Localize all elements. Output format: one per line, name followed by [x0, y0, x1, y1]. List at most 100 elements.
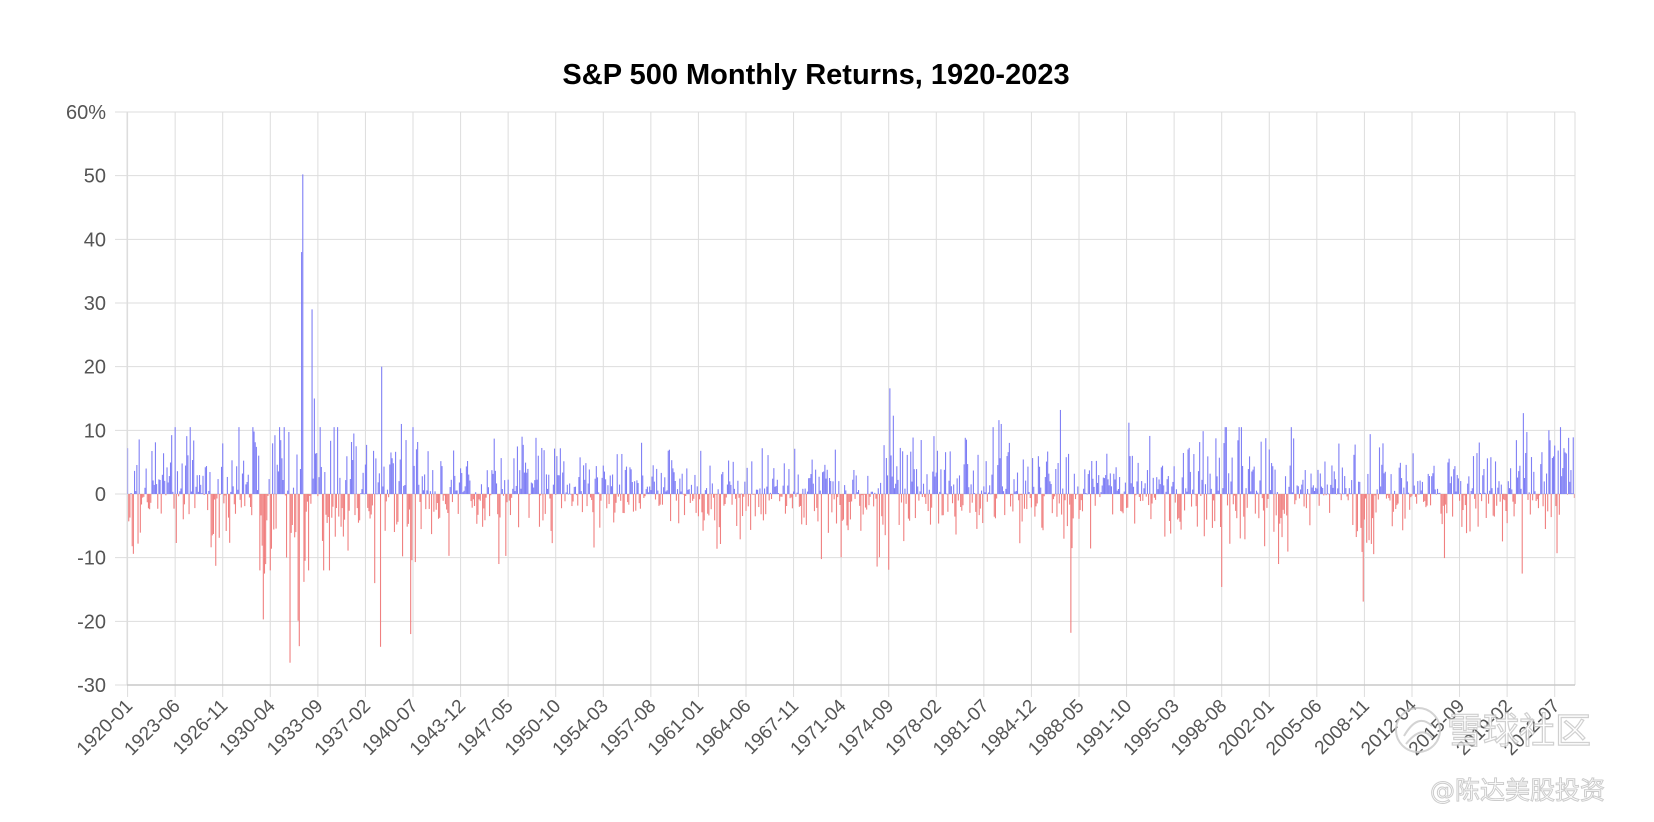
- return-bar: [1274, 469, 1276, 494]
- return-bar: [1290, 427, 1292, 494]
- return-bar: [1363, 494, 1365, 520]
- return-bar: [1012, 494, 1014, 512]
- return-bar: [1428, 476, 1430, 494]
- return-bar: [512, 488, 514, 494]
- return-bar: [270, 494, 272, 549]
- return-bar: [1573, 494, 1575, 499]
- return-bar: [811, 459, 813, 494]
- return-bar: [1127, 494, 1129, 508]
- return-bar: [479, 494, 481, 501]
- return-bar: [543, 450, 545, 494]
- return-bar: [1163, 485, 1165, 494]
- return-bar: [591, 494, 593, 501]
- return-bar: [536, 479, 538, 494]
- return-bar: [247, 474, 249, 494]
- return-bar: [1034, 494, 1036, 517]
- return-bar: [630, 469, 632, 494]
- return-bar: [777, 493, 780, 494]
- return-bar: [405, 440, 407, 494]
- return-bar: [904, 488, 906, 494]
- return-bar: [670, 494, 672, 522]
- return-bar: [542, 494, 544, 521]
- return-bar: [642, 475, 644, 494]
- return-bar: [1108, 485, 1110, 494]
- return-bar: [182, 494, 184, 520]
- return-bar: [828, 478, 831, 494]
- return-bar: [1222, 488, 1224, 494]
- return-bar: [1329, 494, 1331, 513]
- return-bar: [393, 494, 395, 533]
- bars: [127, 174, 1575, 663]
- return-bar: [596, 477, 599, 494]
- return-bar: [139, 494, 141, 533]
- return-bar: [1052, 494, 1055, 500]
- return-bar: [388, 494, 390, 498]
- return-bar: [776, 479, 778, 494]
- return-bar: [1289, 465, 1291, 494]
- return-bar: [1438, 493, 1440, 494]
- return-bar: [1015, 490, 1017, 494]
- return-bar: [699, 494, 701, 500]
- return-bar: [880, 482, 882, 494]
- return-bar: [1351, 480, 1353, 494]
- return-bar: [1395, 494, 1397, 510]
- return-bar: [840, 494, 842, 558]
- return-bar: [755, 489, 757, 494]
- return-bar: [1286, 494, 1288, 516]
- return-bar: [422, 490, 424, 494]
- return-bar: [370, 494, 372, 515]
- return-bar: [475, 492, 477, 494]
- return-bar: [1424, 494, 1426, 501]
- return-bar: [1311, 487, 1313, 494]
- return-bar: [262, 494, 264, 620]
- return-bar: [1192, 489, 1194, 494]
- return-bar: [1113, 473, 1115, 494]
- return-bar: [1341, 467, 1343, 494]
- return-bar: [1029, 494, 1031, 499]
- y-tick-label: 20: [84, 357, 106, 379]
- return-bar: [1217, 490, 1219, 494]
- return-bar: [241, 473, 243, 494]
- return-bar: [847, 494, 849, 531]
- return-bar: [457, 494, 459, 514]
- return-bar: [408, 494, 411, 510]
- return-bar: [1534, 491, 1536, 494]
- return-bar: [1541, 452, 1543, 494]
- return-bar: [748, 494, 751, 495]
- return-bar: [166, 467, 168, 494]
- return-bar: [1238, 427, 1240, 494]
- return-bar: [222, 443, 224, 494]
- return-bar: [1229, 494, 1231, 544]
- return-bar: [876, 494, 878, 567]
- return-bar: [1572, 437, 1574, 494]
- return-bar: [1392, 494, 1394, 512]
- return-bar: [248, 494, 250, 498]
- return-bar: [505, 494, 507, 556]
- return-bar: [1346, 494, 1348, 497]
- return-bar: [1069, 494, 1071, 505]
- return-bar: [544, 494, 546, 514]
- return-bar: [1040, 487, 1042, 494]
- return-bar: [1442, 494, 1444, 506]
- return-bar: [564, 494, 566, 502]
- return-bar: [592, 494, 594, 513]
- return-bar: [1485, 494, 1487, 518]
- return-bar: [664, 477, 666, 494]
- return-bar: [398, 481, 400, 494]
- return-bar: [1462, 494, 1464, 511]
- return-bar: [272, 443, 274, 494]
- return-bar: [1001, 486, 1003, 494]
- return-bar: [1295, 494, 1297, 501]
- return-bar: [1539, 494, 1541, 496]
- return-bar: [216, 494, 218, 499]
- return-bar: [1558, 494, 1560, 515]
- return-bar: [1195, 494, 1197, 507]
- return-bar: [1396, 494, 1398, 506]
- return-bar: [624, 469, 626, 494]
- return-bar: [530, 482, 532, 494]
- return-bar: [1130, 483, 1132, 494]
- return-bar: [612, 474, 614, 494]
- return-bar: [857, 490, 860, 494]
- return-bar: [152, 480, 154, 494]
